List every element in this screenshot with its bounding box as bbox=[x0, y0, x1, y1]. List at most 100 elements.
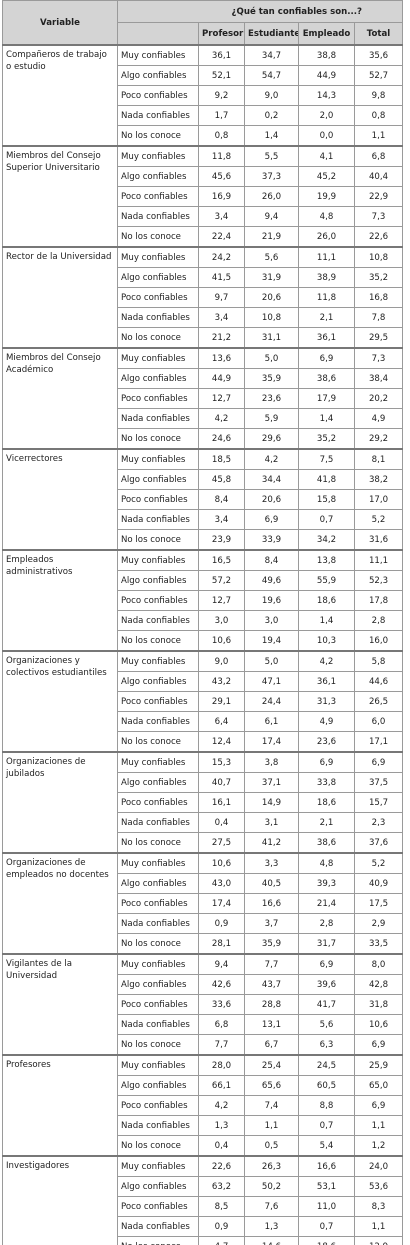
cell-value: 9,4 bbox=[244, 206, 299, 227]
table-row: Poco confiables 4,2 7,4 8,8 6,9 bbox=[3, 1095, 404, 1116]
column-header: Total bbox=[353, 22, 404, 46]
cell-value: 19,4 bbox=[244, 630, 299, 652]
cell-value: 17,8 bbox=[353, 590, 404, 611]
row-label: Muy confiables bbox=[117, 953, 199, 975]
cell-value: 33,6 bbox=[198, 994, 245, 1015]
row-label: Nada confiables bbox=[117, 105, 199, 126]
cell-value: 36,1 bbox=[198, 44, 245, 66]
cell-value: 0,5 bbox=[244, 1135, 299, 1157]
row-label: No los conoce bbox=[117, 529, 199, 551]
cell-value: 47,1 bbox=[244, 671, 299, 692]
cell-value: 24,5 bbox=[298, 1054, 355, 1076]
cell-value: 29,6 bbox=[244, 428, 299, 450]
cell-value: 18,6 bbox=[298, 792, 355, 813]
row-label: Poco confiables bbox=[117, 489, 199, 510]
cell-value: 3,4 bbox=[198, 509, 245, 530]
row-label: Poco confiables bbox=[117, 994, 199, 1015]
cell-value: 9,0 bbox=[244, 85, 299, 106]
table-row: Organizaciones de empleados no docentes M… bbox=[2, 852, 404, 955]
group-name: Organizaciones de jubilados bbox=[2, 751, 118, 854]
cell-value: 4,8 bbox=[298, 206, 355, 227]
cell-value: 49,6 bbox=[244, 570, 299, 591]
cell-value: 16,9 bbox=[198, 186, 245, 207]
cell-value: 3,1 bbox=[244, 812, 299, 833]
row-label: Muy confiables bbox=[117, 751, 199, 773]
cell-value: 24,4 bbox=[244, 691, 299, 712]
cell-value: 3,3 bbox=[244, 852, 299, 874]
cell-value: 12,7 bbox=[198, 590, 245, 611]
cell-value: 5,6 bbox=[298, 1014, 355, 1035]
row-label: No los conoce bbox=[117, 832, 199, 854]
cell-value: 38,8 bbox=[298, 44, 355, 66]
cell-value: 0,7 bbox=[298, 1216, 355, 1237]
cell-value: 15,3 bbox=[198, 751, 245, 773]
cell-value: 1,1 bbox=[353, 1115, 404, 1136]
cell-value: 41,2 bbox=[244, 832, 299, 854]
cell-value: 18,6 bbox=[298, 590, 355, 611]
cell-value: 43,7 bbox=[244, 974, 299, 995]
cell-value: 38,6 bbox=[298, 368, 355, 389]
table-row: Algo confiables 45,8 34,4 41,8 38,2 bbox=[3, 469, 404, 490]
cell-value: 15,8 bbox=[298, 489, 355, 510]
cell-value: 22,9 bbox=[353, 186, 404, 207]
cell-value: 7,3 bbox=[353, 347, 404, 369]
table-row: Organizaciones de jubilados Muy confiable… bbox=[2, 751, 404, 854]
cell-value: 0,9 bbox=[198, 913, 245, 934]
cell-value: 52,3 bbox=[353, 570, 404, 591]
table-row: Poco confiables 16,9 26,0 19,9 22,9 bbox=[3, 186, 404, 207]
cell-value: 21,2 bbox=[198, 327, 245, 349]
cell-value: 0,7 bbox=[298, 1115, 355, 1136]
table-row: Algo confiables 43,2 47,1 36,1 44,6 bbox=[3, 671, 404, 692]
cell-value: 45,6 bbox=[198, 166, 245, 187]
table-row: Organizaciones y colectivos estudiantile… bbox=[2, 650, 404, 753]
cell-value: 5,9 bbox=[244, 408, 299, 429]
cell-value: 7,5 bbox=[298, 448, 355, 470]
cell-value: 28,1 bbox=[198, 933, 245, 955]
row-label: Muy confiables bbox=[117, 44, 199, 66]
row-label: Nada confiables bbox=[117, 711, 199, 732]
cell-value: 5,0 bbox=[244, 650, 299, 672]
cell-value: 52,7 bbox=[353, 65, 404, 86]
row-label: Algo confiables bbox=[117, 570, 199, 591]
cell-value: 1,4 bbox=[298, 408, 355, 429]
cell-value: 8,4 bbox=[198, 489, 245, 510]
cell-value: 7,7 bbox=[244, 953, 299, 975]
cell-value: 6,9 bbox=[353, 1034, 404, 1056]
cell-value: 9,2 bbox=[198, 85, 245, 106]
spacer-header bbox=[117, 22, 199, 46]
cell-value: 14,9 bbox=[244, 792, 299, 813]
row-label: No los conoce bbox=[117, 1135, 199, 1157]
table-row: Algo confiables 40,7 37,1 33,8 37,5 bbox=[3, 772, 404, 793]
cell-value: 10,6 bbox=[198, 852, 245, 874]
row-label: No los conoce bbox=[117, 125, 199, 147]
cell-value: 43,2 bbox=[198, 671, 245, 692]
cell-value: 12,7 bbox=[198, 388, 245, 409]
table-body: Compañeros de trabajo o estudio Muy confi… bbox=[2, 44, 404, 1245]
cell-value: 0,7 bbox=[298, 509, 355, 530]
cell-value: 29,5 bbox=[353, 327, 404, 349]
cell-value: 12,9 bbox=[353, 1236, 404, 1245]
row-label: Algo confiables bbox=[117, 267, 199, 288]
cell-value: 36,1 bbox=[298, 671, 355, 692]
cell-value: 40,4 bbox=[353, 166, 404, 187]
group-name: Organizaciones de empleados no docentes bbox=[2, 852, 118, 955]
cell-value: 45,2 bbox=[298, 166, 355, 187]
table-row: Nada confiables 3,4 9,4 4,8 7,3 bbox=[3, 206, 404, 227]
row-label: Algo confiables bbox=[117, 469, 199, 490]
group-name: Compañeros de trabajo o estudio bbox=[2, 44, 118, 147]
cell-value: 1,4 bbox=[298, 610, 355, 631]
table-row: Algo confiables 42,6 43,7 39,6 42,8 bbox=[3, 974, 404, 995]
row-label: Poco confiables bbox=[117, 590, 199, 611]
column-header: Empleado bbox=[298, 22, 355, 46]
cell-value: 36,1 bbox=[298, 327, 355, 349]
row-label: Nada confiables bbox=[117, 913, 199, 934]
cell-value: 22,6 bbox=[353, 226, 404, 248]
table-row: No los conoce 10,6 19,4 10,3 16,0 bbox=[3, 630, 404, 652]
cell-value: 17,4 bbox=[198, 893, 245, 914]
cell-value: 0,4 bbox=[198, 812, 245, 833]
row-label: Algo confiables bbox=[117, 873, 199, 894]
cell-value: 4,2 bbox=[198, 1095, 245, 1116]
table-row: No los conoce 7,7 6,7 6,3 6,9 bbox=[3, 1034, 404, 1056]
cell-value: 19,9 bbox=[298, 186, 355, 207]
